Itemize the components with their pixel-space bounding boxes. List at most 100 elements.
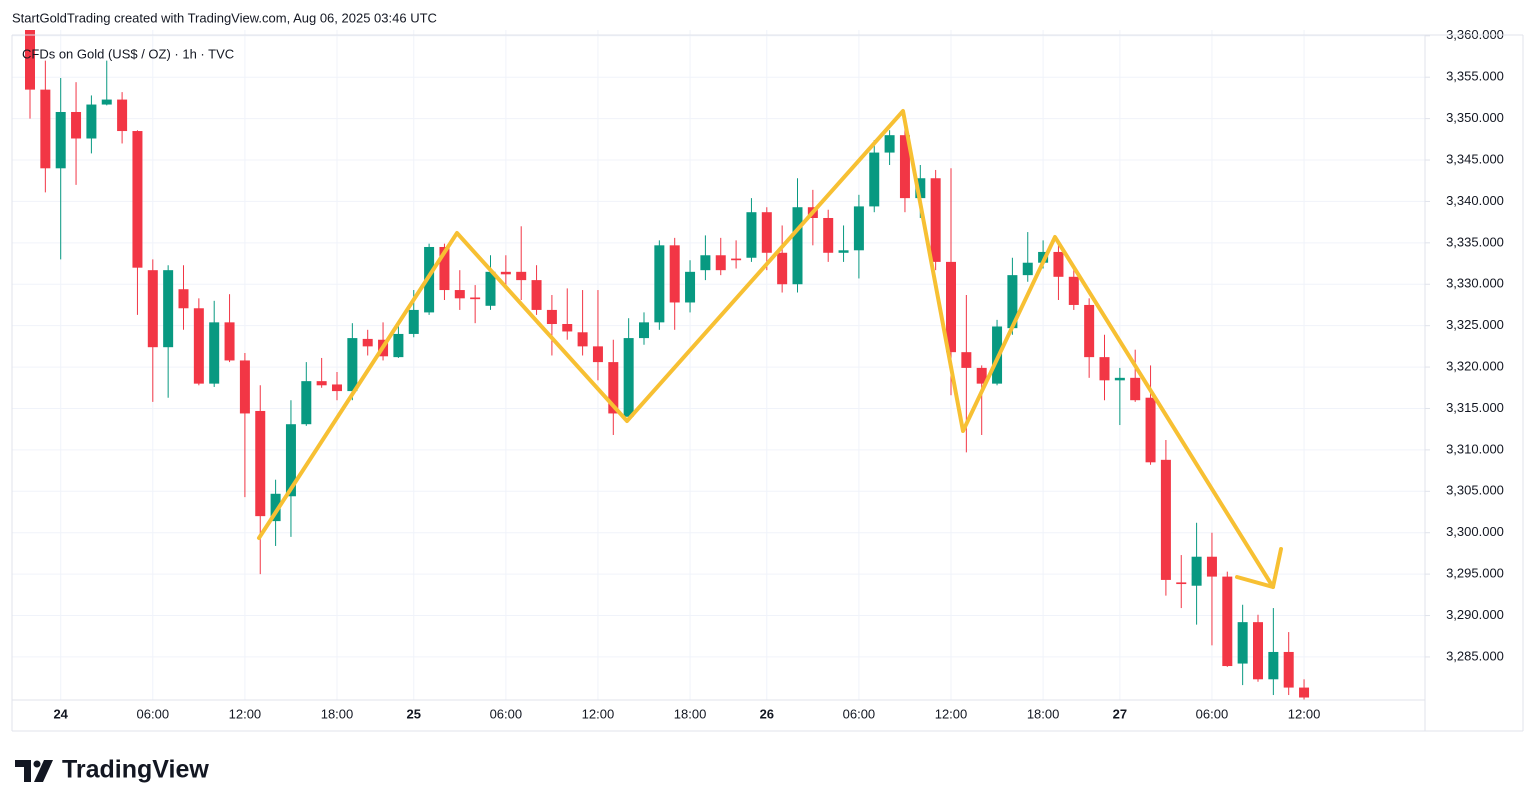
candle-body (239, 360, 250, 414)
x-tick-label: 12:00 (935, 706, 968, 721)
y-tick-label: 3,315.000 (1446, 400, 1504, 415)
candle-body (685, 271, 696, 303)
candle-body (55, 111, 66, 169)
candle-body (1237, 622, 1248, 664)
candle-body (961, 352, 972, 368)
x-tick-label: 25 (407, 706, 421, 721)
candle-body (117, 99, 128, 132)
candle-body (562, 324, 573, 332)
candle-body (531, 280, 542, 310)
x-tick-label: 24 (53, 706, 68, 721)
candle-body (316, 381, 327, 386)
candle-body (470, 297, 481, 300)
candle-body (823, 217, 834, 253)
logo-slash (34, 760, 53, 782)
candle-body (1038, 251, 1049, 263)
candle-body (577, 332, 588, 347)
candle-body (915, 178, 926, 199)
candle-body (1022, 262, 1033, 276)
candle-body (592, 346, 603, 363)
candle-body (1130, 377, 1141, 401)
candle-body (639, 322, 649, 339)
y-tick-label: 3,300.000 (1446, 524, 1504, 539)
candle-body (731, 258, 742, 261)
candle-body (485, 271, 496, 306)
candle-body (25, 30, 35, 90)
candle-body (1299, 687, 1310, 698)
candle-body (700, 255, 711, 271)
candle-body (1253, 622, 1263, 680)
candle-body (946, 261, 956, 353)
price-axis: 3,285.000 3,290.000 3,295.000 3,300.000 3,30… (1425, 27, 1504, 663)
y-tick-label: 3,290.000 (1446, 607, 1504, 622)
candle-body (853, 206, 864, 251)
time-axis: 24 06:00 12:00 18:00 25 06:00 12:00 18:00 26 06:0… (53, 706, 1320, 721)
x-tick-label: 06:00 (490, 706, 523, 721)
candle-body (40, 89, 51, 169)
candle-body (669, 245, 680, 303)
trend-arrowhead (1235, 547, 1283, 589)
y-tick-label: 3,360.000 (1446, 27, 1504, 42)
candle-body (1176, 582, 1187, 585)
x-tick-label: 12:00 (582, 706, 615, 721)
candle-body (86, 104, 97, 139)
brand-name: TradingView (62, 756, 209, 784)
y-tick-label: 3,305.000 (1446, 483, 1504, 498)
x-tick-label: 12:00 (229, 706, 262, 721)
logo-t (15, 760, 31, 782)
x-tick-label: 27 (1113, 706, 1127, 721)
candle-body (270, 493, 281, 522)
y-tick-label: 3,295.000 (1446, 566, 1504, 581)
candle-body (1160, 459, 1171, 580)
candle-body (546, 309, 557, 325)
x-tick-label: 06:00 (843, 706, 876, 721)
candle-body (1206, 556, 1217, 577)
candle-body (285, 424, 296, 497)
y-tick-label: 3,285.000 (1446, 648, 1504, 663)
y-tick-label: 3,325.000 (1446, 317, 1504, 332)
candle-body (255, 410, 266, 517)
candle-body (71, 111, 82, 139)
candle-body (408, 309, 419, 334)
candle-body (516, 271, 527, 281)
candle-body (132, 131, 143, 268)
x-tick-label: 26 (760, 706, 774, 721)
y-tick-label: 3,350.000 (1446, 110, 1504, 125)
candle-body (715, 255, 726, 271)
candle-body (1268, 651, 1279, 680)
candle-body (1007, 275, 1018, 329)
candle-body (869, 152, 880, 207)
candle-body (301, 381, 312, 425)
candle-body (623, 338, 634, 417)
brand-logo (15, 760, 53, 782)
y-tick-label: 3,330.000 (1446, 276, 1504, 291)
candle-body (777, 252, 788, 285)
candle-body (1084, 304, 1095, 358)
y-tick-label: 3,310.000 (1446, 441, 1504, 456)
candle-body (500, 271, 511, 275)
candle-body (838, 250, 849, 253)
candle-body (393, 333, 404, 358)
y-tick-label: 3,340.000 (1446, 193, 1504, 208)
candle-body (209, 322, 220, 384)
candle-body (347, 338, 358, 392)
x-tick-label: 18:00 (1027, 706, 1060, 721)
candle-body (930, 178, 941, 262)
x-tick-label: 18:00 (321, 706, 354, 721)
candle-body (654, 245, 665, 323)
candle-body (884, 135, 895, 153)
candle-body (1145, 397, 1156, 463)
x-tick-label: 18:00 (674, 706, 707, 721)
attribution: StartGoldTrading created with TradingVie… (12, 10, 437, 25)
candle-body (761, 212, 772, 253)
candle-body (193, 308, 204, 384)
candle-body (424, 246, 435, 313)
candle-body (362, 338, 373, 347)
candle-body (1068, 276, 1079, 305)
candle-body (1222, 576, 1233, 667)
symbol-title: CFDs on Gold (US$ / OZ) · 1h · TVC (22, 46, 234, 61)
y-tick-label: 3,355.000 (1446, 69, 1504, 84)
